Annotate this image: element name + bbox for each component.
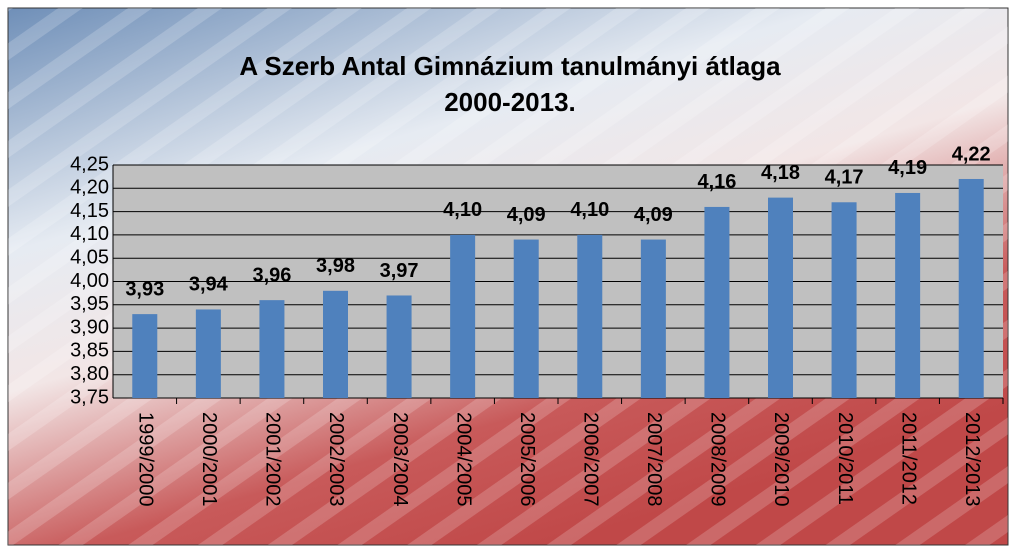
bar bbox=[895, 192, 921, 398]
data-label: 4,19 bbox=[888, 157, 927, 179]
y-tick-label: 3,85 bbox=[70, 340, 109, 362]
x-tick-label: 2011/2012 bbox=[897, 412, 919, 505]
bar bbox=[323, 290, 348, 398]
y-tick-label: 3,95 bbox=[70, 293, 109, 315]
y-tick-label: 4,25 bbox=[70, 153, 109, 175]
data-label: 4,16 bbox=[697, 171, 736, 193]
y-tick-label: 4,20 bbox=[70, 177, 109, 199]
x-tick-label: 2000/2001 bbox=[198, 412, 220, 507]
x-tick-label: 2006/2007 bbox=[580, 412, 602, 507]
data-label: 3,96 bbox=[252, 264, 291, 286]
data-label: 4,09 bbox=[507, 204, 546, 226]
bar bbox=[195, 309, 221, 398]
x-tick-label: 2001/2002 bbox=[262, 412, 284, 507]
y-tick-label: 4,05 bbox=[70, 246, 109, 268]
y-tick-label: 3,75 bbox=[70, 386, 109, 408]
bar bbox=[577, 234, 603, 398]
bar bbox=[640, 239, 666, 398]
x-tick-label: 2002/2003 bbox=[325, 412, 347, 507]
x-tick-label: 2010/2011 bbox=[834, 412, 856, 505]
bar bbox=[768, 197, 793, 398]
bar bbox=[958, 178, 984, 398]
bar bbox=[132, 314, 158, 398]
y-tick-label: 4,10 bbox=[70, 223, 109, 245]
x-tick-label: 2009/2010 bbox=[770, 412, 792, 507]
data-label: 4,17 bbox=[825, 167, 864, 189]
data-label: 4,10 bbox=[570, 199, 609, 221]
x-tick-label: 2012/2013 bbox=[961, 412, 983, 507]
x-tick-label: 2003/2004 bbox=[389, 412, 411, 507]
x-tick-label: 2004/2005 bbox=[452, 412, 474, 507]
x-tick-label: 1999/2000 bbox=[135, 412, 157, 507]
data-label: 4,22 bbox=[952, 143, 991, 165]
y-tick-label: 3,80 bbox=[70, 363, 109, 385]
bar bbox=[704, 206, 730, 398]
data-label: 4,10 bbox=[443, 199, 482, 221]
x-tick-label: 2005/2006 bbox=[516, 412, 538, 507]
y-tick-label: 4,15 bbox=[70, 200, 109, 222]
chart-title: A Szerb Antal Gimnázium tanulmányi átlag… bbox=[239, 51, 781, 81]
bar bbox=[259, 300, 285, 398]
bar bbox=[831, 202, 857, 398]
data-label: 3,97 bbox=[380, 260, 419, 282]
data-label: 4,18 bbox=[761, 162, 800, 184]
bar bbox=[386, 295, 412, 398]
x-tick-label: 2007/2008 bbox=[643, 412, 665, 507]
y-tick-label: 4,00 bbox=[70, 270, 109, 292]
data-label: 4,09 bbox=[634, 204, 673, 226]
bar bbox=[450, 234, 476, 398]
data-label: 3,94 bbox=[189, 274, 229, 296]
bar bbox=[513, 239, 539, 398]
chart-title: 2000-2013. bbox=[444, 87, 576, 117]
data-label: 3,93 bbox=[125, 278, 164, 300]
x-tick-label: 2008/2009 bbox=[707, 412, 729, 507]
y-tick-label: 3,90 bbox=[70, 316, 109, 338]
data-label: 3,98 bbox=[316, 255, 355, 277]
